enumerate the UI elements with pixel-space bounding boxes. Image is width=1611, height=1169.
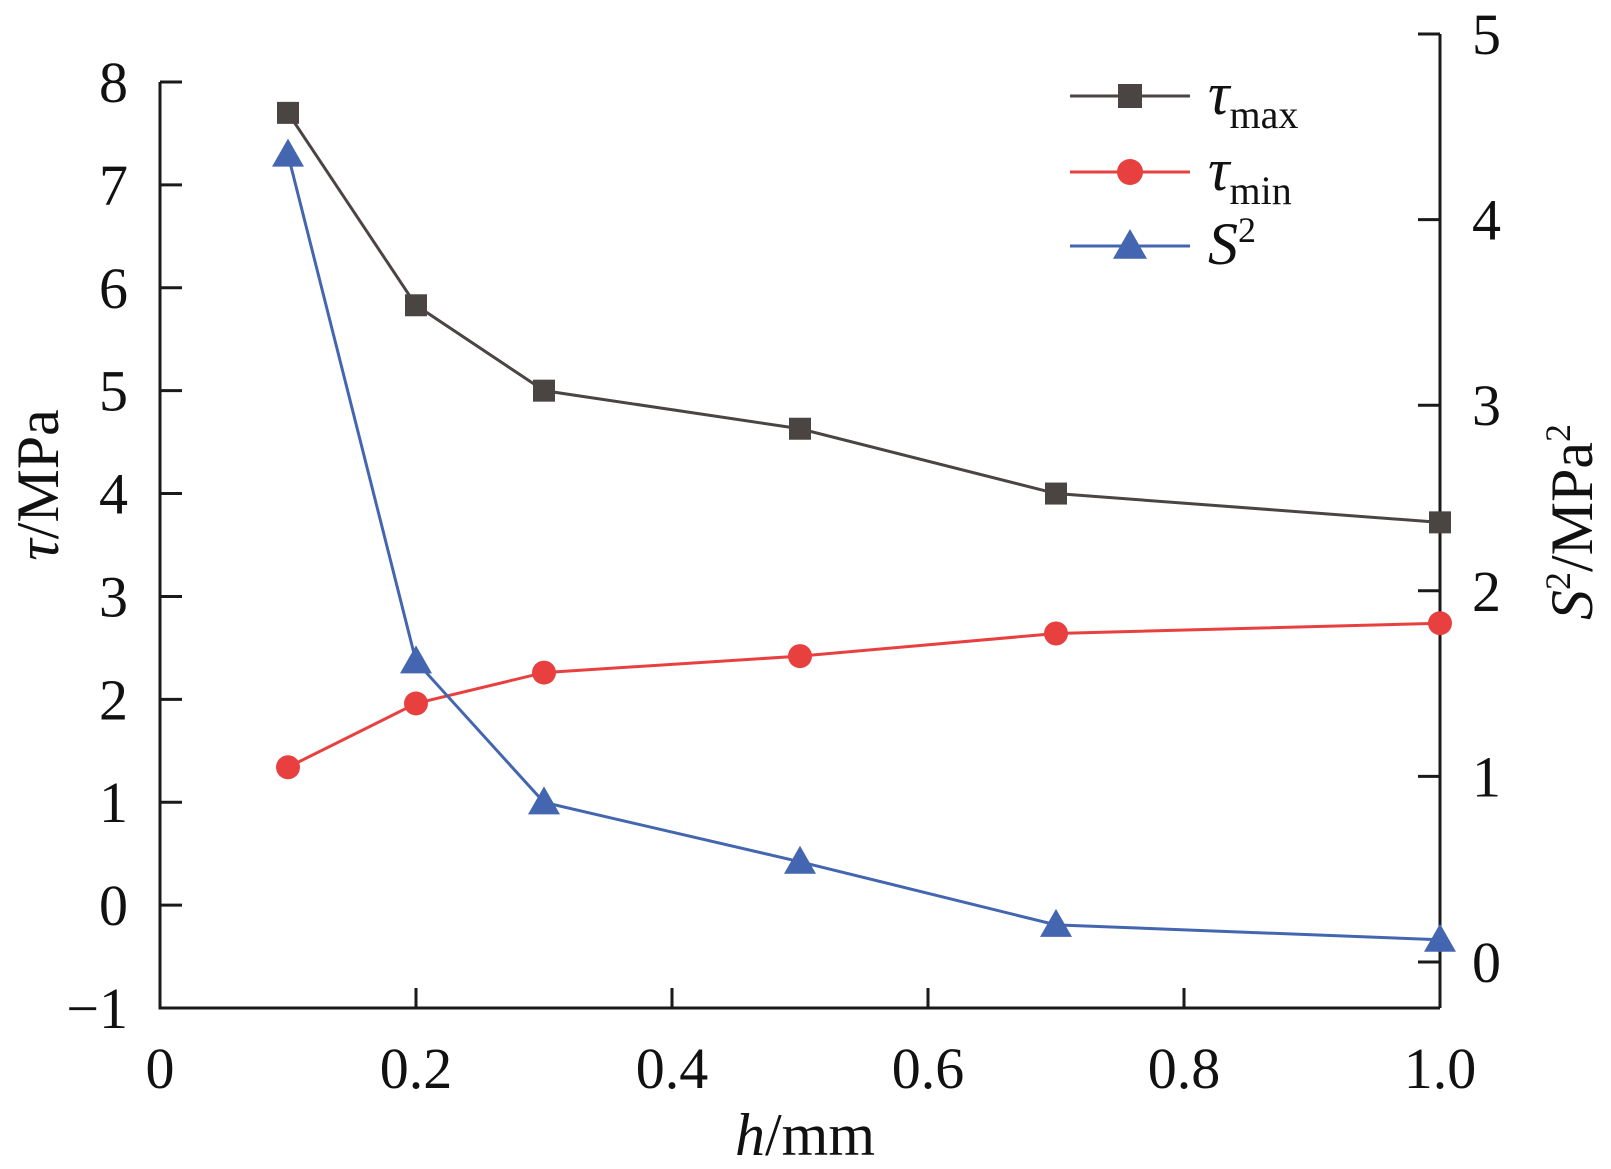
data-point-square — [405, 294, 427, 317]
left-y-tick-label: 7 — [99, 153, 128, 218]
data-point-triangle — [1424, 923, 1456, 952]
left-y-tick-label: 3 — [99, 564, 128, 629]
data-point-circle — [788, 644, 812, 669]
left-y-tick-label: 6 — [99, 256, 128, 321]
right-y-axis-var: S — [1539, 590, 1605, 620]
right-y-axis-unit: /MPa — [1539, 442, 1605, 572]
right-y-axis-var-sup: 2 — [1538, 572, 1578, 590]
data-point-triangle — [528, 786, 560, 815]
data-point-triangle — [1040, 908, 1072, 937]
left-y-tick-label: 4 — [99, 462, 128, 527]
x-tick-label: 1.0 — [1404, 1036, 1477, 1101]
legend-label-tau-min: τmin — [1208, 137, 1292, 213]
left-y-axis-var: τ — [5, 537, 71, 561]
right-y-tick-label: 5 — [1472, 2, 1501, 67]
legend-label-tau-min-name: τ — [1208, 137, 1232, 203]
x-axis-ticks: 0 0.2 0.4 0.6 0.8 1.0 — [146, 988, 1477, 1101]
left-y-tick-label: 8 — [99, 50, 128, 115]
left-y-axis-title: τ/MPa — [5, 409, 71, 561]
legend-marker-triangle — [1113, 229, 1147, 259]
legend-marker-circle — [1117, 159, 1143, 185]
data-point-circle — [404, 691, 428, 716]
x-tick-label: 0.2 — [380, 1036, 453, 1101]
x-axis-unit: /mm — [765, 1102, 875, 1168]
data-point-square — [1045, 482, 1067, 505]
data-point-square — [277, 101, 299, 124]
left-y-tick-label: −1 — [66, 976, 128, 1041]
left-y-tick-label: 0 — [99, 873, 128, 938]
series-line — [286, 112, 1441, 524]
left-y-axis-ticks: −1 0 1 2 3 4 5 6 7 8 — [66, 50, 182, 1041]
data-point-triangle — [784, 845, 816, 874]
x-tick-label: 0.8 — [1148, 1036, 1221, 1101]
x-tick-label: 0.4 — [636, 1036, 709, 1101]
series-line — [287, 621, 1441, 769]
x-tick-label: 0.6 — [892, 1036, 965, 1101]
x-axis-title: h/mm — [735, 1102, 875, 1168]
legend-label-tau-max: τmax — [1208, 61, 1298, 137]
series-0 — [277, 101, 1451, 534]
x-axis-var: h — [735, 1102, 765, 1168]
legend-label-s2: S2 — [1208, 210, 1256, 277]
right-y-tick-label: 3 — [1472, 373, 1501, 438]
legend-label-tau-max-sub: max — [1229, 92, 1298, 137]
legend: τmax τmin S2 — [1070, 61, 1298, 277]
right-y-tick-label: 4 — [1472, 188, 1501, 253]
data-point-circle — [276, 755, 300, 780]
data-point-triangle — [400, 645, 432, 674]
series-1 — [276, 611, 1452, 780]
data-point-circle — [1428, 611, 1452, 636]
legend-entry-tau-max: τmax — [1070, 61, 1298, 137]
data-point-circle — [1044, 621, 1068, 646]
left-y-tick-label: 1 — [99, 770, 128, 835]
legend-label-tau-max-name: τ — [1208, 61, 1232, 127]
right-y-tick-label: 2 — [1472, 559, 1501, 624]
data-point-square — [1429, 511, 1451, 534]
right-y-axis-ticks: 0 1 2 3 4 5 — [1418, 2, 1501, 995]
left-y-tick-label: 2 — [99, 667, 128, 732]
series-layer — [272, 101, 1456, 952]
series-line — [286, 154, 1441, 942]
legend-marker-square — [1118, 84, 1142, 108]
data-point-square — [789, 417, 811, 440]
right-y-tick-label: 0 — [1472, 930, 1501, 995]
left-y-axis-unit: /MPa — [5, 409, 71, 539]
data-point-square — [533, 379, 555, 402]
data-point-triangle — [272, 138, 304, 167]
legend-label-tau-min-sub: min — [1229, 168, 1291, 213]
legend-label-s2-sup: 2 — [1238, 210, 1256, 250]
series-2 — [272, 138, 1456, 952]
x-tick-label: 0 — [146, 1036, 175, 1101]
legend-entry-s2: S2 — [1070, 210, 1256, 277]
right-y-axis-unit-sup: 2 — [1538, 424, 1578, 442]
legend-label-s2-name: S — [1208, 211, 1238, 277]
right-y-tick-label: 1 — [1472, 744, 1501, 809]
left-y-tick-label: 5 — [99, 359, 128, 424]
legend-entry-tau-min: τmin — [1070, 137, 1292, 213]
data-point-circle — [532, 660, 556, 685]
right-y-axis-title: S2/MPa2 — [1538, 424, 1605, 620]
